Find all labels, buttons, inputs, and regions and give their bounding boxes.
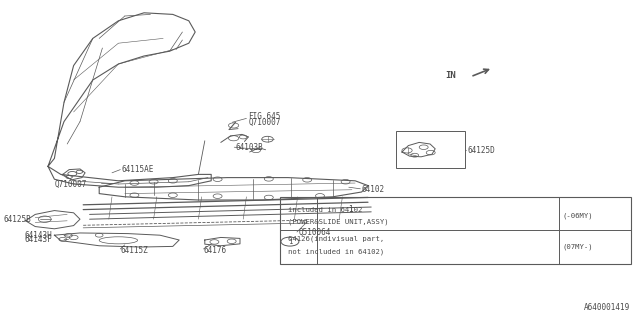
Text: included in 64102: included in 64102 — [288, 207, 362, 213]
Text: IN: IN — [445, 71, 456, 80]
Text: FIG.645: FIG.645 — [248, 112, 281, 121]
Text: 64102: 64102 — [362, 185, 385, 194]
Text: 64143H: 64143H — [24, 231, 52, 240]
Text: Q510064: Q510064 — [298, 228, 331, 237]
Text: 64143F: 64143F — [24, 235, 52, 244]
Text: A640001419: A640001419 — [584, 303, 630, 312]
Text: Q710007: Q710007 — [54, 180, 87, 188]
Text: (07MY-): (07MY-) — [563, 243, 594, 250]
Text: Q710007: Q710007 — [248, 118, 281, 127]
Bar — [280, 197, 631, 264]
Text: 64126(indivisual part,: 64126(indivisual part, — [288, 236, 384, 242]
Text: 64125D: 64125D — [467, 146, 495, 155]
Text: 1: 1 — [348, 205, 353, 214]
Text: 64176: 64176 — [204, 246, 227, 255]
Text: 1: 1 — [288, 239, 292, 244]
Text: 64103B: 64103B — [236, 143, 263, 152]
Text: 64115AE: 64115AE — [122, 165, 154, 174]
Text: 64115Z: 64115Z — [120, 246, 148, 255]
Text: (-06MY): (-06MY) — [563, 212, 594, 219]
Bar — [396, 131, 465, 168]
Text: not included in 64102): not included in 64102) — [288, 249, 384, 255]
Text: 64125B: 64125B — [3, 215, 31, 224]
Text: (POWER&SLIDE UNIT,ASSY): (POWER&SLIDE UNIT,ASSY) — [288, 219, 388, 225]
